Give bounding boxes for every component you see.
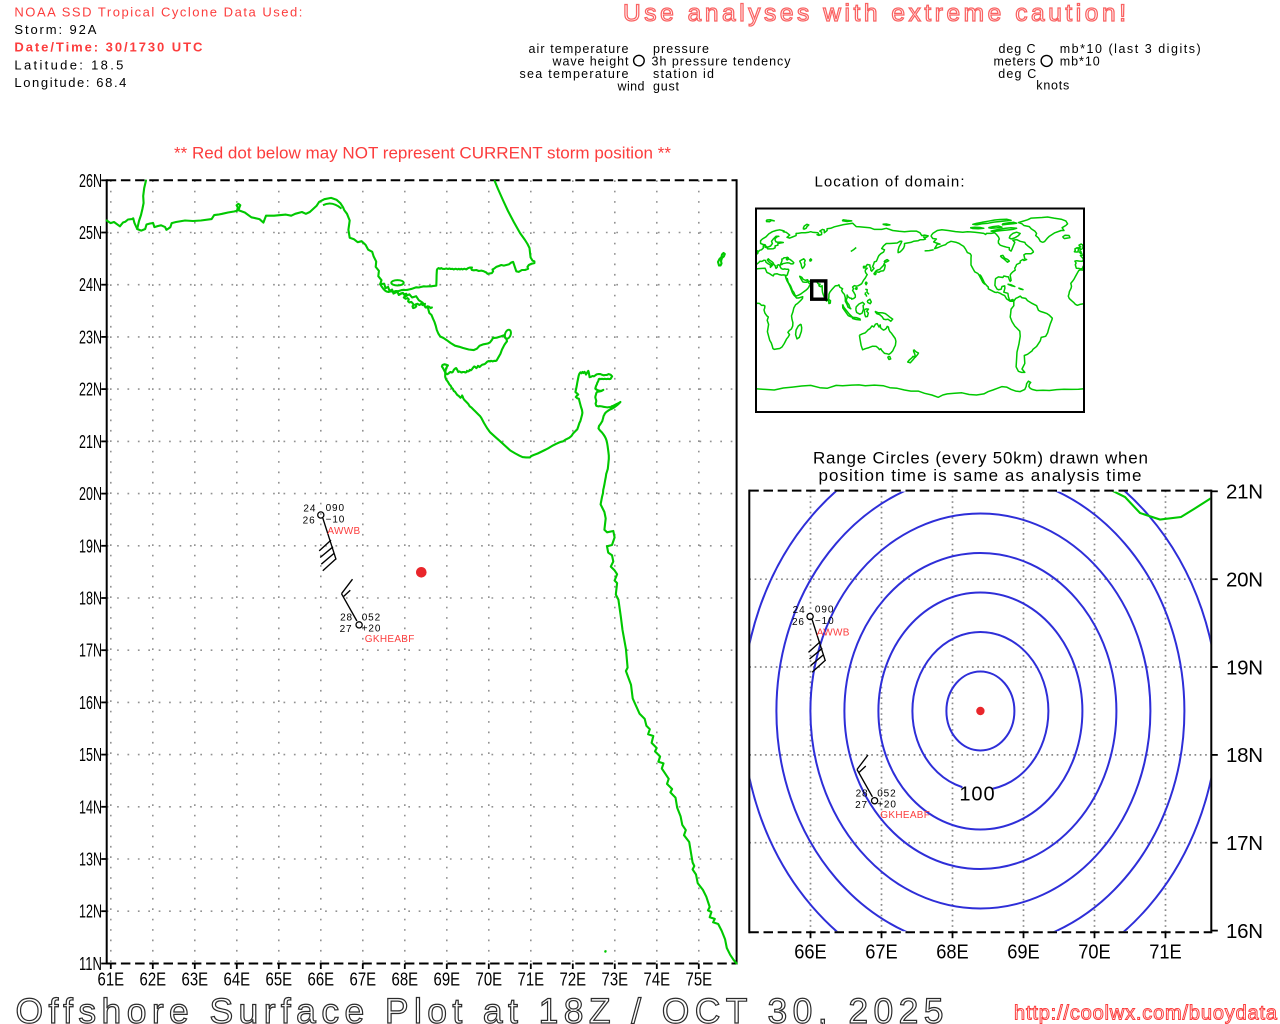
- svg-text:28: 28: [340, 613, 353, 624]
- svg-text:24N: 24N: [79, 274, 102, 295]
- svg-text:67E: 67E: [350, 969, 377, 990]
- svg-text:16N: 16N: [1226, 920, 1263, 943]
- svg-text:20N: 20N: [79, 483, 102, 504]
- svg-text:66E: 66E: [308, 969, 335, 990]
- svg-text:23N: 23N: [79, 326, 102, 347]
- svg-text:position time is same as analy: position time is same as analysis time: [819, 466, 1142, 485]
- svg-text:71E: 71E: [518, 969, 545, 990]
- svg-text:68E: 68E: [936, 941, 969, 964]
- svg-text:26N: 26N: [79, 170, 102, 191]
- svg-text:21N: 21N: [1226, 481, 1263, 504]
- svg-text:74E: 74E: [644, 969, 671, 990]
- svg-text:gust: gust: [653, 80, 680, 94]
- svg-text:70E: 70E: [1078, 941, 1111, 964]
- svg-text:18N: 18N: [79, 587, 102, 608]
- svg-text:Location of domain:: Location of domain:: [815, 174, 965, 191]
- svg-text:http://coolwx.com/buoydata: http://coolwx.com/buoydata: [1014, 1003, 1278, 1024]
- svg-text:−10: −10: [815, 616, 835, 627]
- svg-text:73E: 73E: [602, 969, 629, 990]
- svg-text:sea temperature: sea temperature: [520, 67, 629, 81]
- svg-text:15N: 15N: [79, 744, 102, 765]
- svg-text:64E: 64E: [224, 969, 251, 990]
- svg-text:3h pressure tendency: 3h pressure tendency: [652, 55, 792, 69]
- svg-text:Use analyses with extreme caut: Use analyses with extreme caution!: [623, 0, 1126, 27]
- svg-text:72E: 72E: [560, 969, 587, 990]
- svg-text:deg C: deg C: [999, 42, 1036, 56]
- svg-text:25N: 25N: [79, 222, 102, 243]
- svg-text:19N: 19N: [1226, 656, 1263, 679]
- svg-text:wind: wind: [617, 80, 645, 94]
- svg-text:090: 090: [815, 604, 834, 615]
- svg-text:air temperature: air temperature: [529, 42, 629, 56]
- svg-text:Longitude: 68.4: Longitude: 68.4: [14, 75, 126, 90]
- svg-text:knots: knots: [1036, 79, 1069, 93]
- svg-text:+20: +20: [362, 624, 382, 635]
- svg-text:GKHEABF: GKHEABF: [365, 634, 415, 645]
- svg-text:17N: 17N: [79, 640, 102, 661]
- svg-text:22N: 22N: [79, 379, 102, 400]
- svg-text:69E: 69E: [1007, 941, 1040, 964]
- svg-text:19N: 19N: [79, 535, 102, 556]
- svg-text:65E: 65E: [266, 969, 293, 990]
- svg-text:61E: 61E: [98, 969, 125, 990]
- svg-text:Date/Time: 30/1730 UTC: Date/Time: 30/1730 UTC: [14, 40, 203, 55]
- svg-text:26: 26: [792, 617, 805, 628]
- svg-text:28: 28: [856, 788, 869, 799]
- svg-text:68E: 68E: [392, 969, 419, 990]
- svg-text:70E: 70E: [476, 969, 503, 990]
- svg-text:AWWB: AWWB: [327, 526, 360, 537]
- svg-text:NOAA SSD Tropical Cyclone Data: NOAA SSD Tropical Cyclone Data Used:: [14, 5, 302, 20]
- svg-text:Range Circles (every 50km) dra: Range Circles (every 50km) drawn when: [813, 448, 1148, 467]
- svg-text:14N: 14N: [79, 796, 102, 817]
- svg-text:24: 24: [793, 605, 806, 616]
- svg-text:** Red dot below may NOT repre: ** Red dot below may NOT represent CURRE…: [174, 144, 671, 163]
- svg-text:−10: −10: [326, 515, 346, 526]
- svg-text:67E: 67E: [865, 941, 898, 964]
- svg-text:deg C: deg C: [998, 67, 1036, 81]
- svg-text:12N: 12N: [79, 901, 102, 922]
- svg-text:mb*10: mb*10: [1060, 55, 1100, 69]
- svg-text:62E: 62E: [140, 969, 167, 990]
- svg-text:Latitude: 18.5: Latitude: 18.5: [14, 57, 123, 72]
- svg-text:26: 26: [303, 516, 316, 527]
- svg-text:pressure: pressure: [653, 42, 709, 56]
- svg-text:wave height: wave height: [552, 55, 630, 69]
- svg-text:11N: 11N: [79, 953, 102, 974]
- svg-text:+20: +20: [877, 799, 897, 810]
- svg-text:Storm: 92A: Storm: 92A: [14, 22, 96, 37]
- svg-text:16N: 16N: [79, 692, 102, 713]
- svg-text:052: 052: [362, 613, 381, 624]
- svg-text:75E: 75E: [686, 969, 713, 990]
- svg-text:18N: 18N: [1226, 744, 1263, 767]
- svg-text:13N: 13N: [79, 849, 102, 870]
- svg-text:station id: station id: [653, 67, 714, 81]
- svg-text:090: 090: [326, 503, 345, 514]
- svg-text:AWWB: AWWB: [817, 628, 850, 639]
- svg-text:63E: 63E: [182, 969, 209, 990]
- svg-text:71E: 71E: [1149, 941, 1182, 964]
- svg-text:66E: 66E: [794, 941, 827, 964]
- svg-text:17N: 17N: [1226, 832, 1263, 855]
- svg-text:69E: 69E: [434, 969, 461, 990]
- svg-text:GKHEABF: GKHEABF: [880, 810, 930, 821]
- svg-text:100: 100: [959, 784, 995, 806]
- svg-text:27: 27: [340, 624, 353, 635]
- svg-text:meters: meters: [994, 55, 1036, 69]
- svg-text:20N: 20N: [1226, 568, 1263, 591]
- svg-text:24: 24: [303, 503, 316, 514]
- svg-text:21N: 21N: [79, 431, 102, 452]
- svg-text:27: 27: [855, 800, 868, 811]
- svg-text:052: 052: [877, 788, 896, 799]
